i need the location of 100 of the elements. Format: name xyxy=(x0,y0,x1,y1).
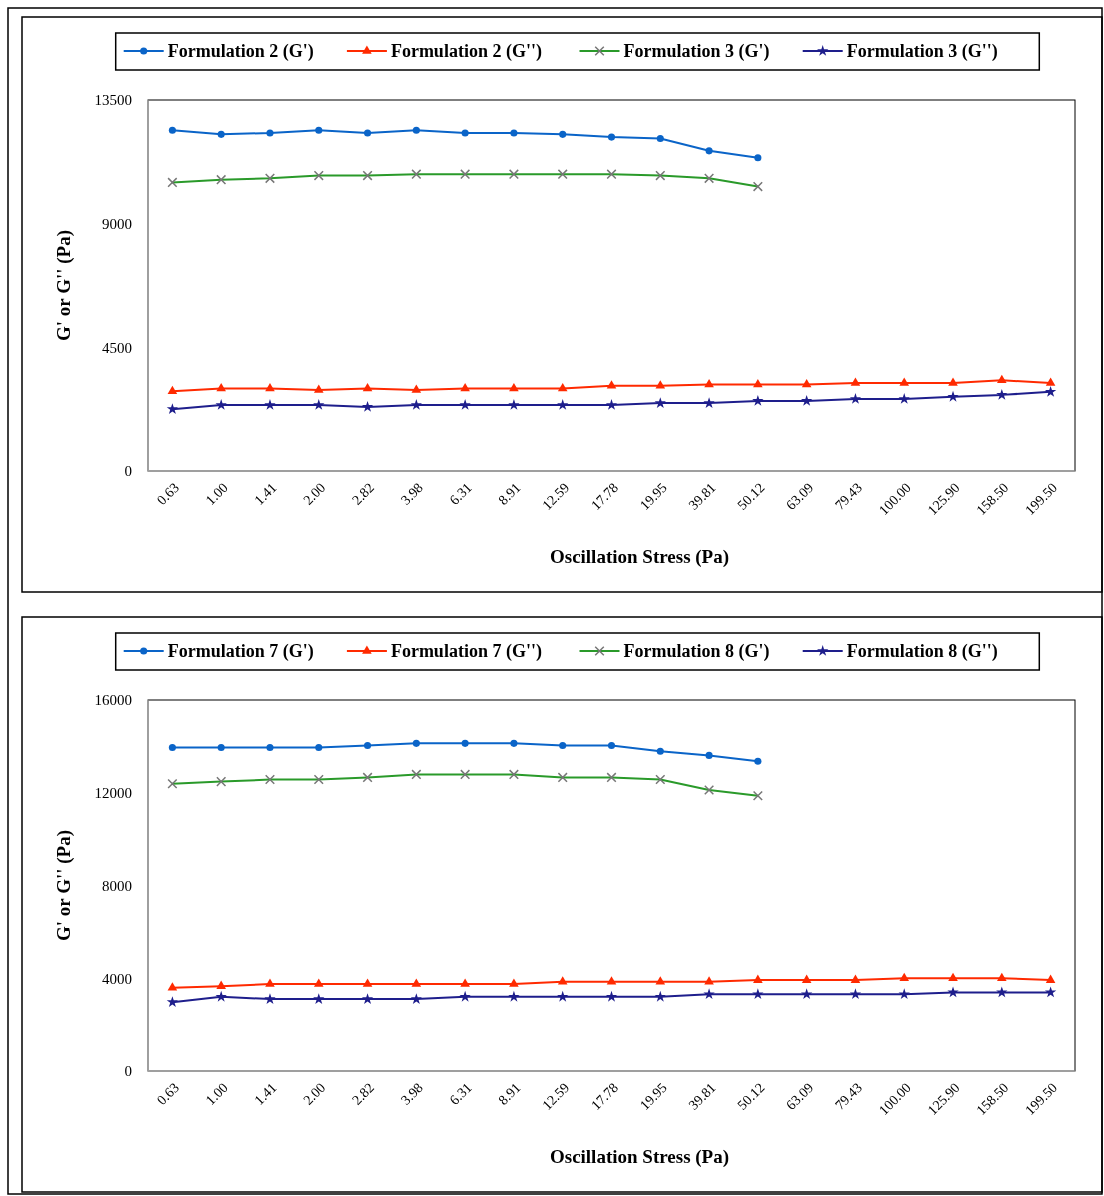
point xyxy=(703,397,715,408)
point xyxy=(849,393,862,404)
point xyxy=(898,393,910,404)
point xyxy=(460,383,470,392)
x-tick-label: 8.91 xyxy=(495,479,524,508)
point xyxy=(510,129,518,137)
point xyxy=(315,126,323,134)
point xyxy=(850,974,861,983)
point xyxy=(461,129,469,137)
point xyxy=(411,978,422,987)
point xyxy=(313,384,324,393)
point xyxy=(996,388,1008,400)
point xyxy=(216,980,226,989)
point xyxy=(557,383,568,392)
x-axis-title: Oscillation Stress (Pa) xyxy=(549,546,730,568)
point xyxy=(948,377,958,386)
point xyxy=(557,399,569,410)
point xyxy=(997,972,1007,982)
point xyxy=(899,377,910,386)
x-tick-label: 3.98 xyxy=(398,479,426,508)
point xyxy=(459,990,471,1002)
point xyxy=(166,996,179,1007)
point xyxy=(1044,385,1057,397)
point xyxy=(168,743,176,752)
point xyxy=(412,126,420,134)
point xyxy=(754,154,762,162)
point xyxy=(461,739,469,747)
point xyxy=(948,972,958,982)
point xyxy=(363,129,372,137)
point xyxy=(410,399,423,410)
point xyxy=(997,374,1007,384)
point xyxy=(606,976,617,985)
point xyxy=(508,399,520,410)
x-tick-label: 2.82 xyxy=(349,479,378,508)
point xyxy=(167,982,178,991)
point xyxy=(361,401,374,412)
y-tick-label: 9000 xyxy=(102,215,132,232)
point xyxy=(654,397,666,408)
point xyxy=(557,976,568,985)
point xyxy=(752,394,764,406)
point xyxy=(410,993,423,1004)
point xyxy=(559,741,567,750)
point xyxy=(606,380,617,389)
point xyxy=(801,378,812,388)
legend-label: Formulation 2 (G') xyxy=(167,41,314,63)
point xyxy=(850,377,861,386)
point xyxy=(704,378,714,388)
point xyxy=(411,384,422,393)
point xyxy=(849,988,862,1000)
point xyxy=(703,988,715,1000)
point xyxy=(510,739,518,747)
x-tick-label: 6.31 xyxy=(446,1079,475,1108)
point xyxy=(362,383,373,392)
point xyxy=(800,394,813,406)
point xyxy=(752,988,764,1000)
point xyxy=(168,126,176,134)
point xyxy=(315,743,323,752)
point xyxy=(753,974,763,983)
point xyxy=(265,383,275,392)
point xyxy=(654,990,666,1002)
x-tick-label: 8.91 xyxy=(495,1079,524,1108)
point xyxy=(559,130,567,138)
legend-label: Formulation 3 (G') xyxy=(623,41,770,63)
legend-label: Formulation 3 (G'') xyxy=(846,41,998,63)
point xyxy=(508,990,520,1002)
point xyxy=(361,993,374,1004)
point xyxy=(605,399,618,410)
y-tick-label: 4500 xyxy=(102,339,132,356)
point xyxy=(266,743,274,752)
point xyxy=(217,130,225,138)
y-axis-title: G' or G'' (Pa) xyxy=(53,830,75,941)
point xyxy=(1045,974,1056,983)
point xyxy=(313,978,324,987)
point xyxy=(363,741,372,750)
point xyxy=(655,380,666,389)
legend-label: Formulation 2 (G'') xyxy=(390,41,542,63)
point xyxy=(605,990,618,1002)
point xyxy=(460,978,470,987)
point xyxy=(266,129,274,137)
point xyxy=(167,385,178,395)
y-axis-title: G' or G'' (Pa) xyxy=(53,230,75,341)
legend-label: Formulation 8 (G'') xyxy=(846,641,998,663)
y-tick-label: 0 xyxy=(124,463,132,480)
x-tick-label: 2.82 xyxy=(349,1079,378,1108)
point xyxy=(215,399,227,410)
y-tick-label: 4000 xyxy=(102,970,132,987)
point xyxy=(655,976,666,985)
x-axis-title: Oscillation Stress (Pa) xyxy=(549,1146,730,1168)
y-tick-label: 0 xyxy=(124,1063,132,1080)
point xyxy=(656,134,664,143)
legend-label: Formulation 7 (G'') xyxy=(390,641,542,663)
x-tick-label: 1.41 xyxy=(251,1079,280,1108)
point xyxy=(800,988,813,1000)
x-tick-label: 6.31 xyxy=(446,479,475,508)
point xyxy=(215,990,227,1002)
x-tick-label: 0.63 xyxy=(154,479,182,508)
y-tick-label: 8000 xyxy=(102,877,132,894)
point xyxy=(557,990,569,1002)
point xyxy=(509,383,519,392)
point xyxy=(705,751,713,759)
